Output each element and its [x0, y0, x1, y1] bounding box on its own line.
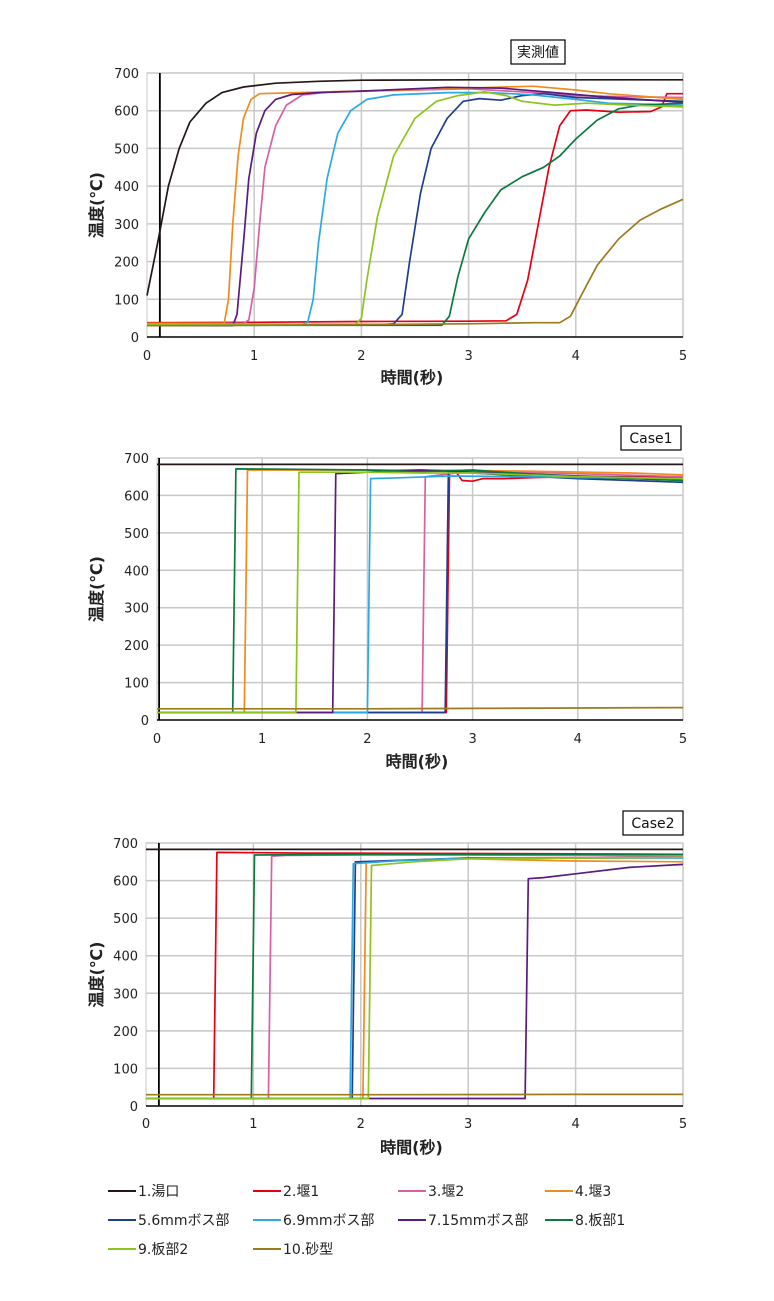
y-tick-label: 200 — [124, 639, 149, 654]
y-tick-label: 400 — [114, 180, 139, 195]
y-tick-label: 300 — [113, 987, 138, 1002]
y-tick-label: 100 — [124, 677, 149, 692]
series-line-s9 — [147, 91, 684, 326]
y-tick-label: 700 — [113, 837, 138, 852]
x-tick-label: 1 — [258, 732, 266, 747]
x-tick-label: 1 — [249, 1117, 257, 1132]
series-line-s10 — [146, 198, 684, 327]
y-tick-label: 200 — [113, 1025, 138, 1040]
legend-item-s9: 9.板部2 — [108, 1242, 188, 1258]
x-tick-label: 5 — [679, 349, 687, 364]
legend-label: 5.6mmボス部 — [138, 1213, 230, 1229]
legend-item-s8: 8.板部1 — [545, 1213, 625, 1229]
y-axis-label: 温度(℃) — [87, 556, 106, 623]
y-tick-label: 100 — [114, 293, 139, 308]
y-tick-label: 600 — [113, 875, 138, 890]
y-tick-label: 500 — [114, 142, 139, 157]
legend-label: 8.板部1 — [575, 1213, 625, 1229]
x-axis-label: 時間(秒) — [386, 752, 449, 771]
chart-title: Case1 — [629, 431, 672, 447]
x-tick-label: 2 — [357, 1117, 365, 1132]
title-box — [510, 39, 566, 65]
chart-case1: 0 100 200 300 400 500 600 700 0 1 2 3 4 5 時間(秒) 温度(℃) Ca… — [87, 425, 687, 771]
y-tick-label: 0 — [130, 1100, 138, 1115]
x-axis-label: 時間(秒) — [381, 368, 444, 387]
legend-label: 1.湯口 — [138, 1183, 179, 1200]
legend-label: 6.9mmボス部 — [283, 1213, 375, 1229]
plot-area — [146, 72, 684, 338]
y-axis-label: 温度(℃) — [87, 941, 106, 1008]
y-axis-label: 温度(℃) — [87, 172, 106, 239]
x-tick-label: 5 — [679, 1117, 687, 1132]
series-line-s1 — [146, 78, 683, 296]
series-line-s2 — [146, 92, 683, 324]
x-tick-label: 3 — [468, 732, 476, 747]
series-line-s10 — [157, 706, 684, 710]
y-tick-label: 700 — [124, 452, 149, 467]
y-tick-label: 300 — [124, 602, 149, 617]
series-line-s7 — [146, 863, 684, 1100]
y-tick-label: 300 — [114, 218, 139, 233]
legend-label: 3.堰2 — [428, 1184, 464, 1200]
series-line-s4 — [147, 85, 684, 325]
x-tick-label: 2 — [357, 349, 365, 364]
legend-item-s6: 6.9mmボス部 — [253, 1213, 375, 1229]
y-tick-label: 400 — [124, 564, 149, 579]
y-tick-label: 0 — [141, 714, 149, 729]
x-tick-label: 0 — [142, 1117, 150, 1132]
x-tick-label: 3 — [464, 349, 472, 364]
plot-area — [145, 842, 684, 1107]
legend-item-s4: 4.堰3 — [545, 1184, 611, 1200]
series-line-s9 — [157, 471, 684, 714]
legend-label: 10.砂型 — [283, 1242, 333, 1258]
chart-measured: 0 100 200 300 400 500 600 700 0 1 2 3 4 5 時間(秒) 温度(℃) 実測… — [87, 39, 687, 387]
legend-item-s1: 1.湯口 — [108, 1183, 179, 1200]
legend: 1.湯口 2.堰1 3.堰2 4.堰3 5.6mmボス部 6.9mmボス部 7.15mmボス… — [108, 1183, 625, 1258]
y-tick-label: 100 — [113, 1062, 138, 1077]
legend-item-s10: 10.砂型 — [253, 1242, 333, 1258]
y-tick-label: 600 — [124, 489, 149, 504]
y-tick-label: 200 — [114, 256, 139, 271]
y-tick-label: 600 — [114, 105, 139, 120]
series-line-s8 — [147, 102, 684, 327]
x-tick-label: 3 — [464, 1117, 472, 1132]
x-tick-label: 4 — [571, 1117, 579, 1132]
x-tick-label: 5 — [679, 732, 687, 747]
x-tick-label: 4 — [574, 732, 582, 747]
series-line-s9 — [146, 856, 684, 1100]
legend-item-s2: 2.堰1 — [253, 1184, 319, 1200]
y-tick-label: 0 — [131, 331, 139, 346]
x-tick-label: 4 — [572, 349, 580, 364]
series-line-s6 — [147, 91, 684, 326]
chart-case2: 0 100 200 300 400 500 600 700 0 1 2 3 4 5 時間(秒) 温度(℃) Ca… — [87, 810, 687, 1157]
series-line-s5 — [147, 92, 684, 326]
x-tick-label: 1 — [250, 349, 258, 364]
legend-item-s3: 3.堰2 — [398, 1184, 464, 1200]
series-line-s7 — [147, 86, 684, 327]
y-tick-label: 500 — [124, 527, 149, 542]
x-axis-label: 時間(秒) — [380, 1138, 443, 1157]
legend-item-s5: 5.6mmボス部 — [108, 1213, 230, 1229]
series-line-s6 — [157, 475, 684, 714]
chart-title: 実測値 — [517, 45, 559, 61]
title-box — [622, 810, 684, 836]
x-tick-label: 0 — [153, 732, 161, 747]
y-tick-label: 400 — [113, 950, 138, 965]
chart-title: Case2 — [631, 816, 674, 832]
x-tick-label: 0 — [143, 349, 151, 364]
legend-label: 4.堰3 — [575, 1184, 611, 1200]
y-tick-label: 700 — [114, 67, 139, 82]
legend-label: 2.堰1 — [283, 1184, 319, 1200]
x-tick-label: 2 — [363, 732, 371, 747]
title-box — [620, 425, 682, 451]
legend-label: 7.15mmボス部 — [428, 1213, 528, 1229]
y-tick-label: 500 — [113, 912, 138, 927]
legend-label: 9.板部2 — [138, 1242, 188, 1258]
legend-item-s7: 7.15mmボス部 — [398, 1213, 528, 1229]
